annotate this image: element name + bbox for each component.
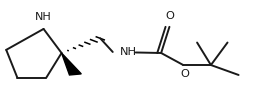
Polygon shape xyxy=(61,53,81,75)
Text: O: O xyxy=(165,11,174,21)
Text: NH: NH xyxy=(120,47,137,57)
Text: O: O xyxy=(180,69,189,79)
Text: NH: NH xyxy=(35,12,52,22)
